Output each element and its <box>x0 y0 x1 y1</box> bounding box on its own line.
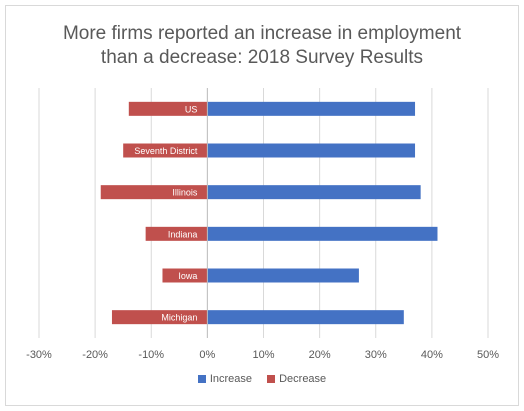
category-label: Seventh District <box>134 146 198 156</box>
x-tick-label: 20% <box>309 349 331 361</box>
x-tick-label: 30% <box>365 349 387 361</box>
x-tick-label: -20% <box>82 349 108 361</box>
x-tick-label: 50% <box>477 349 499 361</box>
chart-title: More firms reported an increase in emplo… <box>0 22 524 70</box>
x-tick-label: 0% <box>199 349 215 361</box>
legend: Increase Decrease <box>0 373 524 385</box>
bar-decrease <box>100 185 208 200</box>
bar-increase <box>207 101 416 116</box>
legend-label-decrease: Decrease <box>279 373 327 386</box>
bar-decrease <box>128 101 208 116</box>
legend-swatch-decrease <box>267 375 276 384</box>
chart-title-line-2: than a decrease: 2018 Survey Results <box>100 47 424 68</box>
bar-decrease <box>162 268 208 283</box>
category-label: Illinois <box>172 188 198 198</box>
bar-decrease <box>123 143 208 158</box>
category-label: Iowa <box>178 271 197 281</box>
x-tick-label: 40% <box>421 349 443 361</box>
bar-increase <box>207 185 421 200</box>
bar-increase <box>207 310 404 325</box>
bar-increase <box>207 268 359 283</box>
category-label: US <box>185 104 198 114</box>
x-tick-label: -30% <box>26 349 52 361</box>
bar-decrease <box>145 226 208 241</box>
x-tick-label: 10% <box>252 349 274 361</box>
legend-item-increase: Increase <box>197 373 253 386</box>
bar-decrease <box>111 310 208 325</box>
category-label: Indiana <box>168 229 198 239</box>
bar-increase <box>207 143 416 158</box>
legend-item-decrease: Decrease <box>267 373 326 385</box>
bar-increase <box>207 226 438 241</box>
legend-swatch-increase <box>197 375 206 384</box>
category-label: Michigan <box>161 313 197 323</box>
legend-label-increase: Increase <box>209 373 253 386</box>
chart-title-line-1: More firms reported an increase in emplo… <box>62 23 462 44</box>
chart-frame <box>5 5 519 406</box>
x-tick-label: -10% <box>138 349 164 361</box>
